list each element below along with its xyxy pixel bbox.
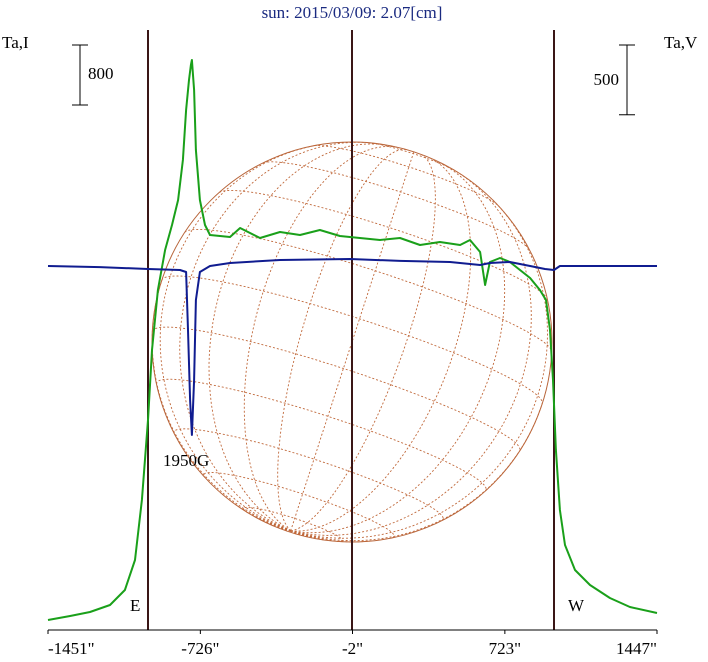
- scale-bar-label: 500: [594, 70, 620, 89]
- x-tick-label: 1447": [616, 639, 657, 658]
- sun-grid-line: [277, 148, 407, 532]
- sun-grid-line: [151, 280, 291, 532]
- chart-title: sun: 2015/03/09: 2.07[cm]: [262, 3, 443, 22]
- sun-grid-line: [208, 143, 386, 532]
- sun-grid-line: [290, 197, 548, 539]
- series-line: [47, 258, 657, 436]
- sun-grid-line: [290, 403, 543, 542]
- sun-grid-line: [290, 154, 436, 532]
- sun-grid-line: [314, 145, 499, 206]
- sun-grid-line: [152, 326, 521, 451]
- annotation: W: [568, 596, 585, 615]
- annotation: E: [130, 596, 140, 615]
- sun-disk: [151, 141, 553, 543]
- x-tick-label: -1451": [48, 639, 95, 658]
- x-tick-label: -726": [181, 639, 219, 658]
- sun-grid-line: [290, 530, 296, 535]
- series-line: [47, 59, 658, 621]
- sun-grid-line: [290, 156, 472, 532]
- x-tick-label: 723": [489, 639, 521, 658]
- sun-grid-line: [263, 161, 530, 250]
- x-tick-label: -2": [342, 639, 363, 658]
- scale-bar-label: 800: [88, 64, 114, 83]
- y-axis-label: Ta,I: [2, 33, 29, 52]
- sun-grid-line: [173, 428, 444, 522]
- y2-axis-label: Ta,V: [664, 33, 698, 52]
- sun-grid-line: [161, 275, 543, 404]
- sun-grid-line: [290, 170, 532, 536]
- sun-grid-line: [243, 145, 399, 532]
- sun-grid-line: [179, 141, 370, 532]
- sun-grid-line: [243, 506, 343, 542]
- sun-grid-line: [156, 378, 487, 492]
- annotation: 1950G: [163, 451, 209, 470]
- sun-grid-line: [203, 472, 395, 539]
- sun-grid-line: [290, 162, 506, 534]
